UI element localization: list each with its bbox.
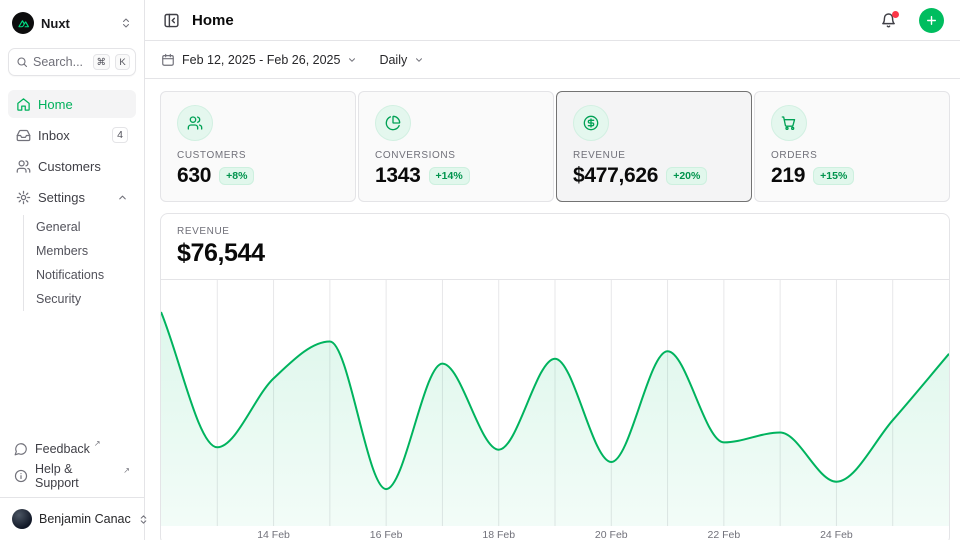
date-range-label: Feb 12, 2025 - Feb 26, 2025 [182, 53, 340, 67]
divider [0, 497, 144, 498]
stat-delta-badge: +14% [429, 167, 470, 185]
chevrons-up-down-icon [120, 17, 132, 29]
dollar-circle-icon [573, 105, 609, 141]
users-icon [16, 159, 31, 174]
sidebar-item-members[interactable]: Members [24, 239, 136, 263]
top-bar: Home [145, 0, 960, 41]
dashboard-content: CUSTOMERS 630 +8% CONVERSIONS 1343 +14% [145, 79, 960, 540]
stat-card-customers[interactable]: CUSTOMERS 630 +8% [160, 91, 356, 202]
users-icon [177, 105, 213, 141]
revenue-chart-card: REVENUE $76,544 14 Feb 16 Feb 18 Feb 20 Feb… [160, 213, 950, 540]
sidebar-item-inbox[interactable]: Inbox 4 [8, 121, 136, 149]
chart-canvas [161, 280, 949, 526]
external-link-icon: ↗ [123, 466, 130, 475]
nuxt-logo-icon [12, 12, 34, 34]
sidebar-item-label: Home [38, 97, 128, 112]
stat-delta-badge: +8% [219, 167, 254, 185]
x-axis-label: 20 Feb [595, 529, 628, 540]
x-axis-label: 24 Feb [820, 529, 853, 540]
notification-dot [892, 11, 899, 18]
date-range-picker[interactable]: Feb 12, 2025 - Feb 26, 2025 [161, 53, 357, 67]
help-support-link[interactable]: Help & Support ↗ [8, 463, 136, 488]
x-axis-label: 22 Feb [707, 529, 740, 540]
collapse-sidebar-button[interactable] [161, 10, 182, 31]
stat-delta-badge: +15% [813, 167, 854, 185]
notifications-button[interactable] [878, 10, 899, 31]
stat-label: CUSTOMERS [177, 150, 339, 161]
chart-label: REVENUE [177, 226, 933, 237]
user-name: Benjamin Canac [39, 512, 131, 526]
chart-header: REVENUE $76,544 [161, 214, 949, 280]
sidebar-item-notifications[interactable]: Notifications [24, 263, 136, 287]
sidebar-item-general[interactable]: General [24, 215, 136, 239]
panel-left-close-icon [163, 12, 180, 29]
message-circle-icon [14, 442, 28, 456]
user-menu[interactable]: Benjamin Canac [8, 500, 136, 532]
stat-label: CONVERSIONS [375, 150, 537, 161]
info-icon [14, 469, 28, 483]
help-support-label: Help & Support [35, 462, 119, 490]
stat-value: 630 [177, 164, 211, 188]
inbox-badge: 4 [112, 127, 128, 143]
page-title: Home [192, 12, 868, 29]
feedback-link[interactable]: Feedback ↗ [8, 436, 136, 461]
calendar-icon [161, 53, 175, 67]
avatar [12, 509, 32, 529]
x-axis-label: 16 Feb [370, 529, 403, 540]
x-axis-label: 18 Feb [482, 529, 515, 540]
stat-value: $477,626 [573, 164, 658, 188]
x-axis-label: 14 Feb [257, 529, 290, 540]
stat-label: REVENUE [573, 150, 735, 161]
revenue-area-chart[interactable] [161, 280, 949, 526]
interval-select[interactable]: Daily [379, 53, 424, 67]
stat-value: 219 [771, 164, 805, 188]
stat-card-revenue[interactable]: REVENUE $477,626 +20% [556, 91, 752, 202]
feedback-label: Feedback [35, 442, 90, 456]
chart-value: $76,544 [177, 239, 933, 268]
sidebar-item-label: Customers [38, 159, 128, 174]
main-area: Home Feb 12, 2025 - Feb 26, 2025 Daily [145, 0, 960, 540]
sidebar-item-label: Inbox [38, 128, 105, 143]
sidebar-item-label: Settings [38, 190, 110, 205]
sidebar-footer: Feedback ↗ Help & Support ↗ Benjamin Can… [8, 436, 136, 532]
cart-icon [771, 105, 807, 141]
stat-card-orders[interactable]: ORDERS 219 +15% [754, 91, 950, 202]
chevron-down-icon [414, 55, 424, 65]
settings-subnav: General Members Notifications Security [23, 215, 136, 311]
sidebar-item-customers[interactable]: Customers [8, 152, 136, 180]
filter-toolbar: Feb 12, 2025 - Feb 26, 2025 Daily [145, 41, 960, 79]
sidebar-item-home[interactable]: Home [8, 90, 136, 118]
sidebar: Nuxt Search... ⌘ K Home Inbox 4 [0, 0, 145, 540]
workspace-name: Nuxt [41, 16, 113, 31]
stat-label: ORDERS [771, 150, 933, 161]
search-placeholder: Search... [33, 55, 88, 69]
kbd-k: K [115, 54, 130, 70]
search-icon [16, 56, 28, 68]
inbox-icon [16, 128, 31, 143]
gear-icon [16, 190, 31, 205]
sidebar-item-security[interactable]: Security [24, 287, 136, 311]
workspace-switcher[interactable]: Nuxt [8, 10, 136, 36]
search-input[interactable]: Search... ⌘ K [8, 48, 136, 76]
stat-value: 1343 [375, 164, 421, 188]
stat-card-conversions[interactable]: CONVERSIONS 1343 +14% [358, 91, 554, 202]
stat-delta-badge: +20% [666, 167, 707, 185]
chevron-up-icon [117, 192, 128, 203]
pie-chart-icon [375, 105, 411, 141]
plus-icon [925, 14, 938, 27]
sidebar-item-settings[interactable]: Settings [8, 183, 136, 211]
chevron-down-icon [347, 55, 357, 65]
sidebar-nav: Home Inbox 4 Customers Settings Genera [8, 90, 136, 312]
x-axis: 14 Feb 16 Feb 18 Feb 20 Feb 22 Feb 24 Feb [161, 526, 949, 540]
home-icon [16, 97, 31, 112]
external-link-icon: ↗ [94, 439, 101, 448]
kbd-cmd: ⌘ [93, 54, 111, 70]
create-button[interactable] [919, 8, 944, 33]
interval-label: Daily [379, 53, 407, 67]
stats-row: CUSTOMERS 630 +8% CONVERSIONS 1343 +14% [160, 91, 950, 201]
